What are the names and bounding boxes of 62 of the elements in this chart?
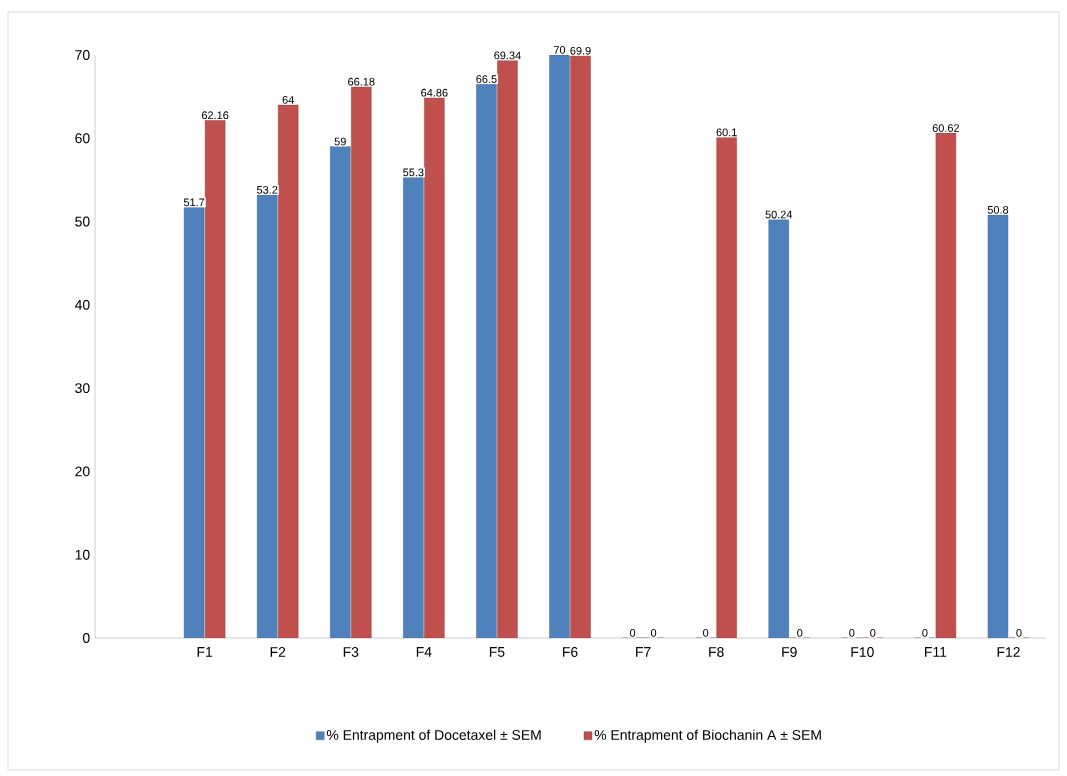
bar [278,104,299,638]
data-label: 0 [703,629,709,637]
data-label: 0 [849,629,855,637]
x-tick-label: F6 [563,647,578,657]
data-label: 69.9 [570,46,591,55]
bar [403,177,424,638]
data-label: 0 [870,629,876,637]
data-label: 50.8 [987,205,1009,214]
bar [549,55,570,638]
data-label: 0 [797,629,803,637]
legend-label: % Entrapment of Biochanin A ± SEM [594,729,821,743]
bar [570,55,591,638]
legend-label: % Entrapment of Docetaxel ± SEM [326,729,541,743]
bar [497,60,518,638]
data-label: 64 [282,96,294,104]
bar [424,97,445,638]
x-tick-label: F9 [782,647,797,657]
bar [935,132,957,638]
y-tick-label: 10 [75,549,90,560]
y-tick-label: 0 [82,633,90,643]
data-label: 69.34 [494,51,521,60]
y-tick-label: 50 [75,216,90,227]
data-label: 50.24 [765,210,793,219]
y-tick-label: 70 [75,50,90,60]
bar [768,219,789,638]
data-label: 0 [922,629,928,637]
data-label: 62.16 [201,111,229,120]
x-tick-label: F2 [270,647,286,657]
data-label: 66.18 [348,77,375,86]
y-tick-label: 30 [75,383,90,394]
x-tick-label: F12 [997,647,1020,657]
data-label: 0 [629,629,636,637]
data-label: 51.7 [183,198,205,207]
x-tick-label: F8 [709,647,724,657]
bar [716,137,737,638]
x-tick-label: F5 [489,647,505,657]
bar [257,194,278,638]
data-label: 70 [553,46,566,54]
data-label: 66.5 [476,75,497,83]
x-tick-label: F10 [851,647,874,657]
data-label: 60.1 [716,128,737,137]
bar [183,207,205,638]
data-label: 64.86 [421,88,448,97]
data-label: 0 [1016,629,1022,637]
y-tick-label: 40 [74,299,90,310]
x-tick-label: F1 [197,647,213,657]
data-label: 60.62 [932,124,960,132]
bar [351,86,372,638]
data-label: 53.2 [256,185,278,194]
data-label: 0 [650,629,657,637]
bar [204,120,226,638]
x-tick-label: F7 [636,647,651,657]
data-label: 55.3 [403,168,424,177]
x-tick-label: F3 [343,647,359,657]
data-label: 59 [334,137,346,146]
y-tick-label: 20 [75,466,90,477]
bar [476,83,497,638]
y-tick-label: 60 [75,133,90,144]
x-tick-label: F4 [416,647,432,657]
x-tick-label: F11 [925,647,947,657]
bar [987,214,1009,638]
bar [330,146,351,638]
